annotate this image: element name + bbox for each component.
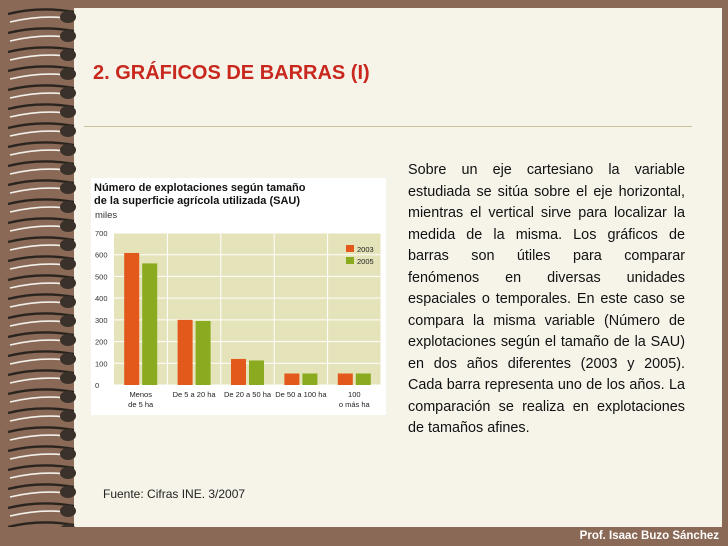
- bar-2003-3: [284, 373, 300, 385]
- binding-hole: [60, 277, 76, 289]
- x-tick-label: De 20 a 50 ha: [224, 390, 272, 399]
- binding-hole: [60, 258, 76, 270]
- x-tick-label: 100: [348, 390, 361, 399]
- binding-hole: [60, 125, 76, 137]
- binding-ring: [7, 350, 76, 365]
- bar-2003-0: [124, 252, 140, 385]
- binding-ring: [7, 65, 76, 80]
- legend-swatch-2003: [346, 245, 354, 252]
- y-tick-label: 400: [95, 294, 108, 303]
- binding-ring: [7, 331, 76, 346]
- bar-2003-2: [231, 358, 246, 385]
- slide-title: 2. GRÁFICOS DE BARRAS (I): [93, 62, 370, 84]
- binding-hole: [60, 106, 76, 118]
- binding-ring: [7, 426, 76, 441]
- legend-label-2003: 2003: [357, 245, 374, 254]
- binding-hole: [60, 486, 76, 498]
- binding-ring: [7, 27, 76, 42]
- title-divider: [84, 126, 692, 127]
- spiral-binding: [7, 8, 76, 536]
- binding-ring: [7, 255, 76, 270]
- plot-area: [114, 233, 381, 385]
- x-tick-label: Menos: [129, 390, 152, 399]
- binding-hole: [60, 201, 76, 213]
- bar-2005-2: [249, 360, 264, 385]
- x-tick-label: o más ha: [339, 400, 371, 409]
- binding-ring: [7, 445, 76, 460]
- x-tick-label: De 50 a 100 ha: [275, 390, 327, 399]
- x-tick-label: De 5 a 20 ha: [173, 390, 217, 399]
- binding-hole: [60, 334, 76, 346]
- binding-hole: [60, 87, 76, 99]
- y-tick-label: 300: [95, 316, 108, 325]
- binding-hole: [60, 49, 76, 61]
- binding-hole: [60, 239, 76, 251]
- binding-hole: [60, 220, 76, 232]
- y-tick-label: 0: [95, 381, 99, 390]
- legend-label-2005: 2005: [357, 257, 374, 266]
- binding-hole: [60, 372, 76, 384]
- binding-ring: [7, 160, 76, 175]
- chart-title-line2: de la superficie agrícola utilizada (SAU…: [94, 195, 300, 207]
- y-tick-label: 200: [95, 338, 108, 347]
- binding-hole: [60, 505, 76, 517]
- binding-ring: [7, 103, 76, 118]
- binding-ring: [7, 122, 76, 137]
- binding-ring: [7, 179, 76, 194]
- binding-ring: [7, 312, 76, 327]
- binding-hole: [60, 163, 76, 175]
- binding-ring: [7, 84, 76, 99]
- binding-hole: [60, 391, 76, 403]
- binding-ring: [7, 46, 76, 61]
- binding-hole: [60, 448, 76, 460]
- binding-ring: [7, 464, 76, 479]
- binding-hole: [60, 467, 76, 479]
- binding-ring: [7, 198, 76, 213]
- binding-hole: [60, 30, 76, 42]
- binding-hole: [60, 410, 76, 422]
- binding-ring: [7, 502, 76, 517]
- binding-ring: [7, 369, 76, 384]
- binding-hole: [60, 315, 76, 327]
- y-axis-unit: miles: [95, 210, 117, 221]
- footer-bar: [0, 527, 728, 546]
- chart-title-line1: Número de explotaciones según tamaño: [94, 182, 306, 194]
- bar-2003-1: [177, 319, 193, 385]
- y-tick-label: 100: [95, 359, 108, 368]
- binding-hole: [60, 182, 76, 194]
- x-tick-label: de 5 ha: [128, 400, 154, 409]
- explanation-text: Sobre un eje cartesiano la variable estu…: [408, 162, 685, 436]
- binding-hole: [60, 429, 76, 441]
- binding-hole: [60, 353, 76, 365]
- binding-hole: [60, 144, 76, 156]
- binding-ring: [7, 8, 76, 23]
- binding-ring: [7, 236, 76, 251]
- binding-ring: [7, 388, 76, 403]
- bar-chart: Número de explotaciones según tamaño de l…: [91, 178, 386, 415]
- binding-ring: [7, 274, 76, 289]
- binding-ring: [7, 141, 76, 156]
- binding-hole: [60, 296, 76, 308]
- binding-ring: [7, 483, 76, 498]
- binding-ring: [7, 407, 76, 422]
- y-tick-label: 500: [95, 272, 108, 281]
- bar-2005-3: [302, 373, 318, 385]
- y-tick-label: 700: [95, 229, 108, 238]
- author-credit: Prof. Isaac Buzo Sánchez: [579, 530, 719, 542]
- source-note: Fuente: Cifras INE. 3/2007: [103, 487, 246, 501]
- binding-hole: [60, 11, 76, 23]
- bar-2003-4: [337, 373, 353, 385]
- binding-ring: [7, 217, 76, 232]
- bar-2005-1: [195, 320, 211, 385]
- legend-swatch-2005: [346, 257, 354, 264]
- binding-ring: [7, 293, 76, 308]
- bar-2005-0: [142, 263, 158, 385]
- y-tick-label: 600: [95, 251, 108, 260]
- bar-2005-4: [355, 373, 371, 385]
- binding-hole: [60, 68, 76, 80]
